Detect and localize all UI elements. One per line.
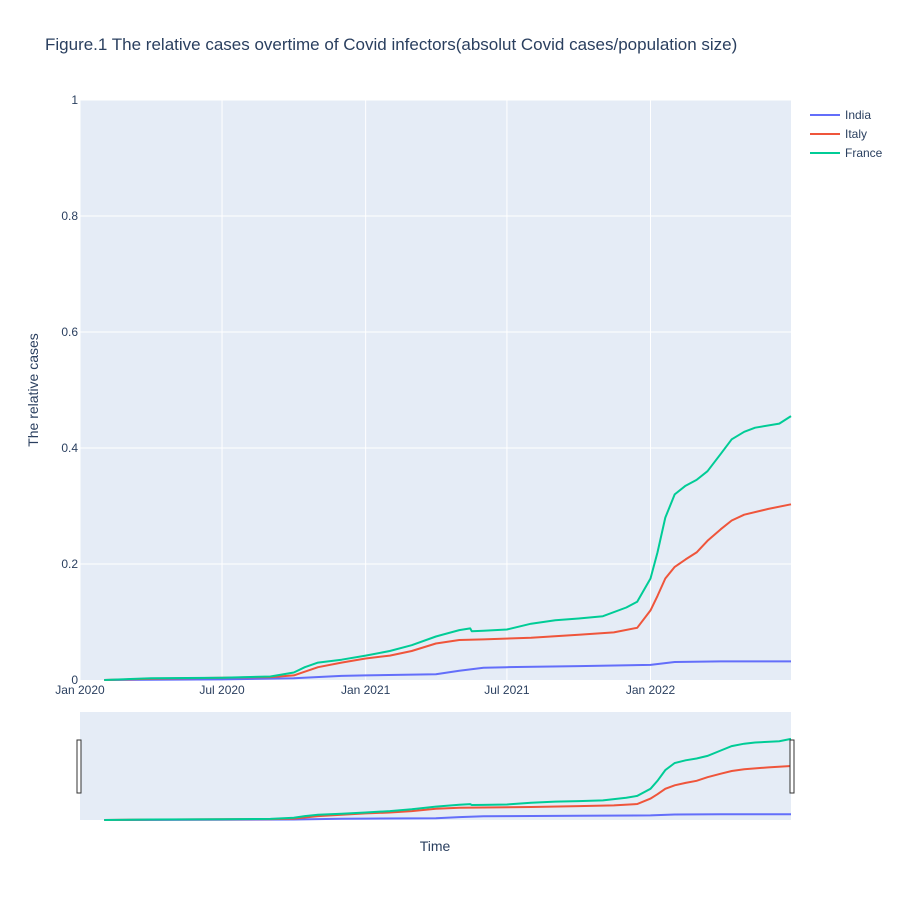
gridlines: [79, 99, 791, 680]
legend-label-italy[interactable]: Italy: [845, 127, 867, 141]
range-slider-line-india: [104, 813, 791, 821]
series-line-france: [104, 415, 792, 681]
range-slider-line-france: [104, 737, 792, 821]
legend-label-france[interactable]: France: [845, 146, 883, 160]
series-line-india: [104, 660, 791, 681]
y-tick-label: 0.6: [61, 325, 78, 339]
x-tick-label: Jan 2020: [55, 683, 105, 697]
y-tick-label: 0.8: [61, 209, 78, 223]
plot-area: [80, 100, 791, 680]
y-tick-labels: 0 0.2 0.4 0.6 0.8 1: [61, 93, 78, 687]
series-lines: [104, 415, 792, 681]
y-tick-label: 0.4: [61, 441, 78, 455]
legend[interactable]: India Italy France: [810, 108, 883, 160]
range-slider-right-handle[interactable]: [789, 739, 795, 794]
series-line-italy: [104, 503, 792, 681]
legend-label-india[interactable]: India: [845, 108, 871, 122]
y-axis-title: The relative cases: [25, 333, 41, 447]
range-slider[interactable]: [80, 712, 791, 820]
range-slider-line-italy: [104, 765, 792, 821]
x-tick-label: Jul 2021: [484, 683, 530, 697]
y-tick-label: 0: [71, 673, 78, 687]
y-tick-label: 0.2: [61, 557, 78, 571]
x-tick-label: Jan 2022: [626, 683, 676, 697]
y-tick-label: 1: [71, 93, 78, 107]
range-slider-left-handle[interactable]: [76, 739, 82, 794]
x-tick-label: Jul 2020: [199, 683, 245, 697]
chart-title: Figure.1 The relative cases overtime of …: [45, 35, 737, 54]
x-axis-title: Time: [420, 838, 451, 854]
x-tick-labels: Jan 2020 Jul 2020 Jan 2021 Jul 2021 Jan 2022: [55, 683, 675, 697]
x-tick-label: Jan 2021: [341, 683, 391, 697]
range-slider-lines: [104, 737, 792, 821]
